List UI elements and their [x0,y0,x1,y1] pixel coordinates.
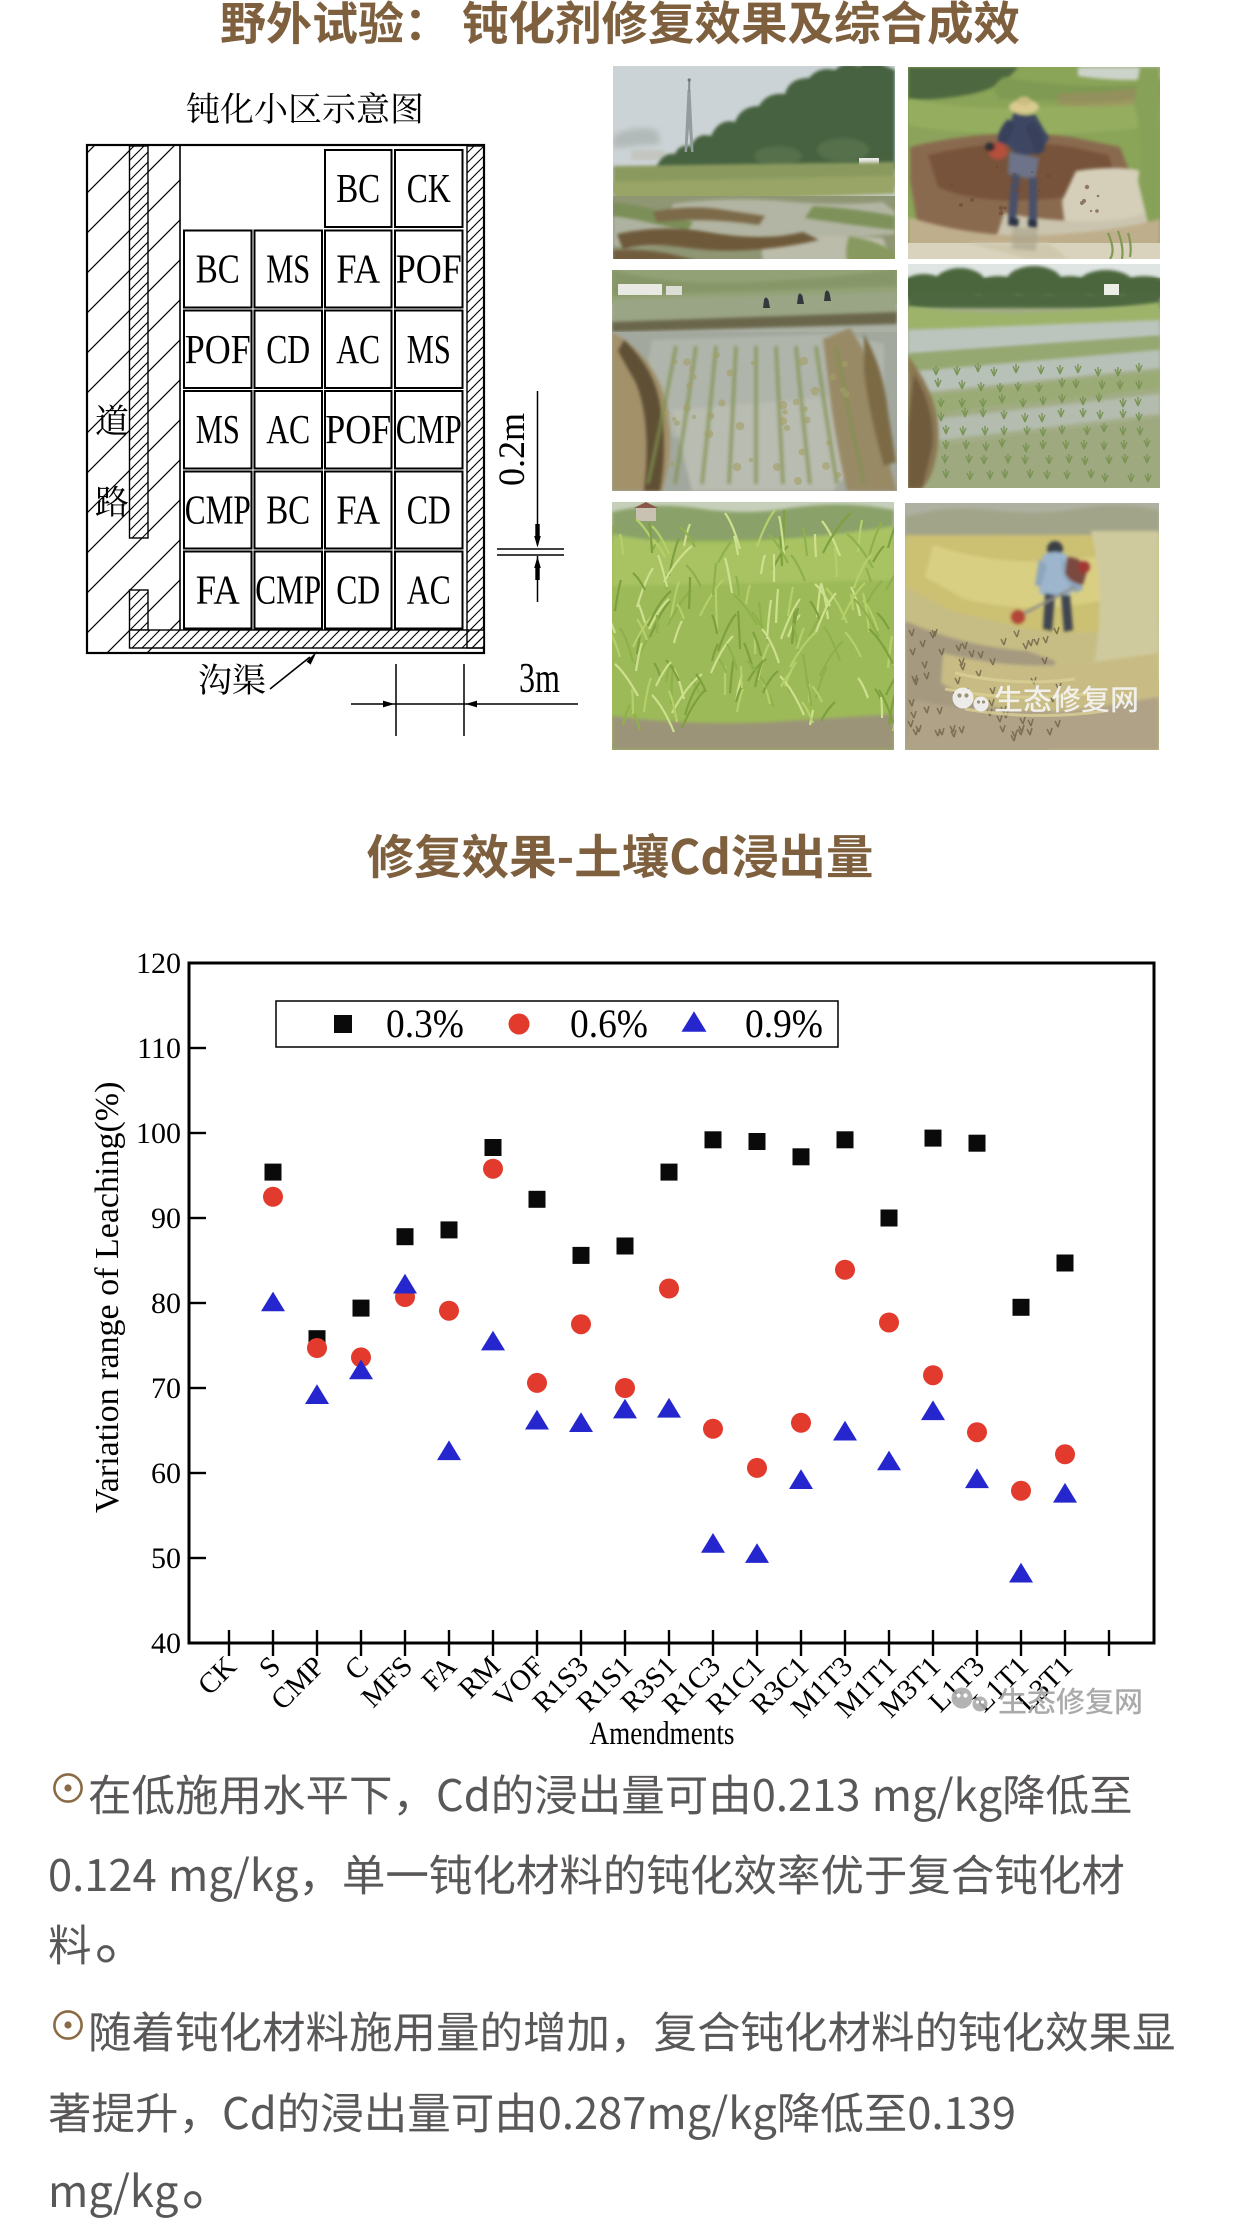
svg-text:40: 40 [151,1627,181,1660]
svg-text:70: 70 [151,1372,181,1405]
svg-text:CD: CD [336,567,380,613]
svg-text:POF: POF [185,326,251,372]
svg-text:90: 90 [151,1202,181,1235]
svg-text:Amendments: Amendments [590,1716,735,1752]
svg-text:0.2m: 0.2m [492,413,533,486]
svg-text:50: 50 [151,1542,181,1575]
svg-text:FA: FA [336,246,380,292]
svg-text:CMP: CMP [185,487,251,533]
svg-text:CMP: CMP [255,567,321,613]
svg-text:60: 60 [151,1457,181,1490]
svg-text:BC: BC [336,165,380,211]
svg-text:POF: POF [396,246,462,292]
svg-text:CD: CD [266,326,310,372]
svg-text:CK: CK [407,165,451,211]
svg-text:0.3%: 0.3% [386,1001,464,1046]
svg-text:120: 120 [136,947,181,980]
svg-text:AC: AC [336,326,380,372]
svg-text:MS: MS [196,406,240,452]
svg-text:BC: BC [266,487,310,533]
svg-text:MS: MS [407,326,451,372]
svg-text:Variation range of Leaching(%): Variation range of Leaching(%) [89,1082,126,1513]
svg-text:AC: AC [266,406,310,452]
svg-text:AC: AC [407,567,451,613]
svg-text:3m: 3m [519,656,560,702]
svg-text:BC: BC [196,246,240,292]
svg-text:80: 80 [151,1287,181,1320]
svg-text:FA: FA [336,487,380,533]
svg-text:FA: FA [196,567,240,613]
svg-text:POF: POF [325,406,391,452]
svg-text:CD: CD [407,487,451,533]
svg-text:CMP: CMP [396,406,462,452]
svg-text:0.9%: 0.9% [745,1001,823,1046]
svg-text:100: 100 [136,1117,181,1150]
svg-text:110: 110 [137,1032,181,1065]
svg-text:0.6%: 0.6% [570,1001,648,1046]
svg-text:MS: MS [266,246,310,292]
